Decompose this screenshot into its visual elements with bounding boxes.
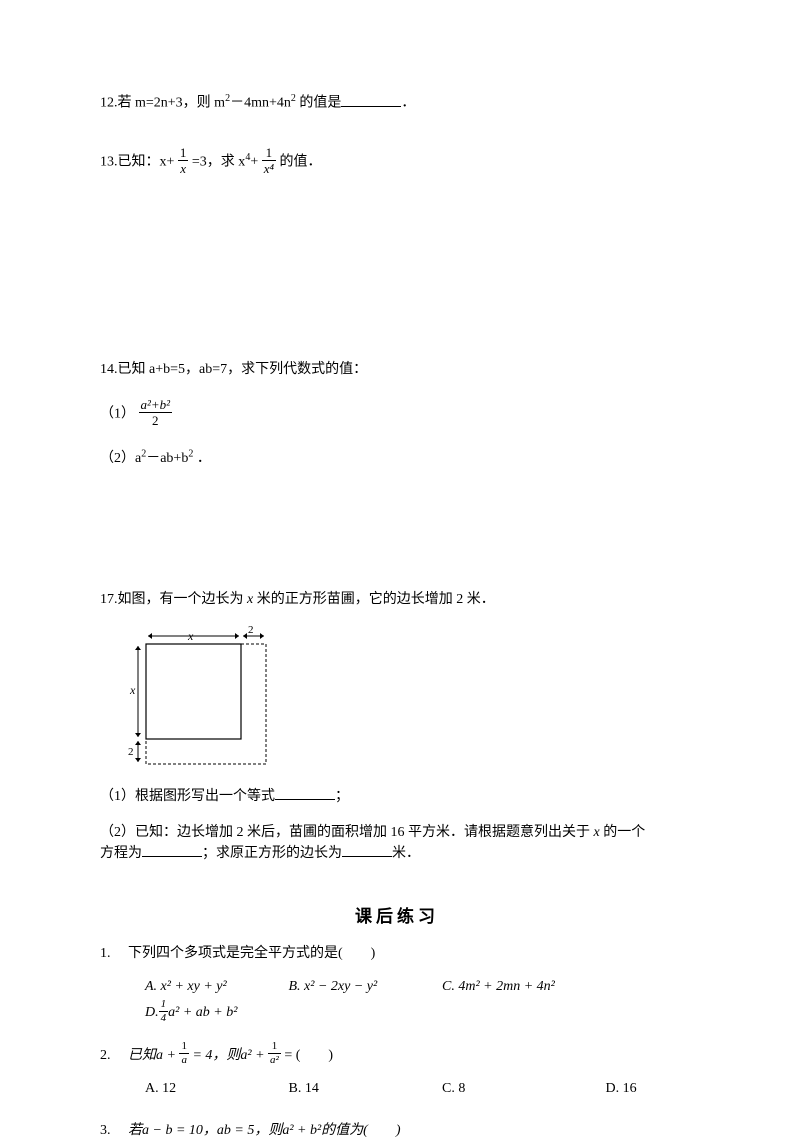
arrow-up-1 (135, 646, 141, 650)
p3-text: 若a − b = 10，ab = 5，则a² + b²的值为( ) (128, 1123, 401, 1138)
p2-f2-num: 1 (268, 1041, 281, 1054)
p2-optD: D. 16 (606, 1076, 637, 1103)
p2-options: A. 12 B. 14 C. 8 D. 16 (145, 1076, 694, 1103)
q12-blank (341, 91, 401, 107)
p2-after: = ( ) (281, 1048, 333, 1063)
p2-num: 2. (100, 1043, 128, 1070)
arrow-up-2 (135, 741, 141, 745)
p1-text: 下列四个多项式是完全平方式的是( ) (128, 946, 375, 961)
q13-before: 13.已知：x+ (100, 155, 178, 170)
practice-3: 3.若a − b = 10，ab = 5，则a² + b²的值为( ) (100, 1118, 694, 1145)
arrow-right-2 (260, 633, 264, 639)
label-x-top: x (187, 629, 194, 643)
diagram-svg: x 2 x 2 (128, 626, 278, 766)
q12-after: ． (401, 96, 415, 111)
q13-frac1-num: 1 (178, 146, 189, 161)
label-2-left: 2 (128, 746, 134, 758)
p1-num: 1. (100, 941, 128, 968)
p1-optB: B. x² − 2xy − y² (289, 974, 439, 1001)
q14-sub1-frac: a²+b² 2 (139, 398, 173, 427)
q12-mid1: －4mn+4n (230, 96, 291, 111)
arrow-down-2 (135, 758, 141, 762)
p2-f1-den: a (179, 1054, 189, 1066)
label-2-top: 2 (248, 624, 254, 636)
q13-frac2-den: x⁴ (262, 161, 276, 175)
q17-sub2-l2-before: 方程为 (100, 846, 142, 861)
practice-1: 1.下列四个多项式是完全平方式的是( ) A. x² + xy + y² B. … (100, 941, 694, 1027)
p1-optD: D. 14a² + ab + b² (145, 1000, 237, 1027)
practice-2: 2.已知a + 1a = 4，则a² + 1a² = ( ) A. 12 B. … (100, 1043, 694, 1102)
p1-optD-num: 1 (159, 999, 169, 1012)
arrow-left-2 (243, 633, 247, 639)
p2-optA: A. 12 (145, 1076, 285, 1103)
arrow-right-1 (235, 633, 239, 639)
p1-options: A. x² + xy + y² B. x² − 2xy − y² C. 4m² … (145, 974, 694, 1027)
arrow-left-1 (148, 633, 152, 639)
q17-sub1-before: （1）根据图形写出一个等式 (100, 789, 275, 804)
q17-sub1: （1）根据图形写出一个等式 ； (100, 784, 694, 805)
label-x-left: x (129, 683, 136, 697)
question-13: 13.已知：x+ 1 x =3，求 x4+ 1 x⁴ 的值． (100, 148, 694, 177)
q14-sub1-num: a²+b² (139, 398, 173, 413)
q13-frac1: 1 x (178, 146, 189, 175)
outer-square (146, 644, 266, 764)
q17-sub2-l1-before: （2）已知：边长增加 2 米后，苗圃的面积增加 16 平方米．请根据题意列出关于 (100, 825, 594, 840)
q12-mid2: 的值是 (296, 96, 342, 111)
p2-frac2: 1a² (268, 1041, 281, 1066)
p2-optB: B. 14 (289, 1076, 439, 1103)
p1-optC: C. 4m² + 2mn + 4n² (442, 974, 602, 1001)
q13-mid1: =3，求 x (192, 155, 245, 170)
inner-square (146, 644, 241, 739)
p2-before: 已知a + (128, 1048, 179, 1063)
question-14: 14.已知 a+b=5，ab=7，求下列代数式的值： (100, 357, 694, 382)
p2-mid1: = 4，则a² + (189, 1048, 268, 1063)
q13-mid2: + (250, 155, 261, 170)
q17-before: 17.如图，有一个边长为 (100, 592, 247, 607)
q12-text: 12.若 m=2n+3，则 m (100, 96, 225, 111)
p1-optD-after: a² + ab + b² (168, 1000, 237, 1027)
q14-sub2: （2）a2－ab+b2 ． (100, 447, 694, 467)
q14-sub1-den: 2 (139, 413, 173, 427)
question-12: 12.若 m=2n+3，则 m2－4mn+4n2 的值是． (100, 90, 694, 116)
q13-frac1-den: x (178, 161, 189, 175)
question-17: 17.如图，有一个边长为 x 米的正方形苗圃，它的边长增加 2 米． (100, 587, 694, 612)
q13-after: 的值． (280, 155, 322, 170)
q17-sub2-blank1 (142, 841, 202, 857)
q17-sub1-after: ； (335, 789, 349, 804)
q13-frac2: 1 x⁴ (262, 146, 276, 175)
q17-sub2-l2-after: 米． (392, 846, 420, 861)
q17-sub2-blank2 (342, 841, 392, 857)
q14-sub2-mid: －ab+b (146, 451, 188, 466)
q14-sub1-label: （1） (100, 407, 135, 422)
p2-f2-den: a² (268, 1054, 281, 1066)
q17-sub1-blank (275, 784, 335, 800)
q14-sub2-label: （2）a (100, 451, 141, 466)
q17-sub2: （2）已知：边长增加 2 米后，苗圃的面积增加 16 平方米．请根据题意列出关于… (100, 821, 694, 862)
p2-optC: C. 8 (442, 1076, 602, 1103)
p3-num: 3. (100, 1118, 128, 1145)
q14-sub2-after: ． (193, 451, 211, 466)
q17-sub2-l2-mid: ；求原正方形的边长为 (202, 846, 342, 861)
p2-f1-num: 1 (179, 1041, 189, 1054)
p2-frac1: 1a (179, 1041, 189, 1066)
q13-frac2-num: 1 (262, 146, 276, 161)
p1-optD-frac: 14 (159, 999, 169, 1024)
section-title: 课后练习 (100, 902, 694, 927)
q14-header: 14.已知 a+b=5，ab=7，求下列代数式的值： (100, 362, 367, 377)
arrow-down-1 (135, 733, 141, 737)
q17-sub2-l1-after: 的一个 (600, 825, 646, 840)
p1-optA: A. x² + xy + y² (145, 974, 285, 1001)
q14-sub1: （1） a²+b² 2 (100, 400, 694, 429)
p1-optD-den: 4 (159, 1012, 169, 1024)
q17-diagram: x 2 x 2 (128, 626, 278, 766)
p1-optD-before: D. (145, 1000, 159, 1027)
q17-after: 米的正方形苗圃，它的边长增加 2 米． (253, 592, 495, 607)
